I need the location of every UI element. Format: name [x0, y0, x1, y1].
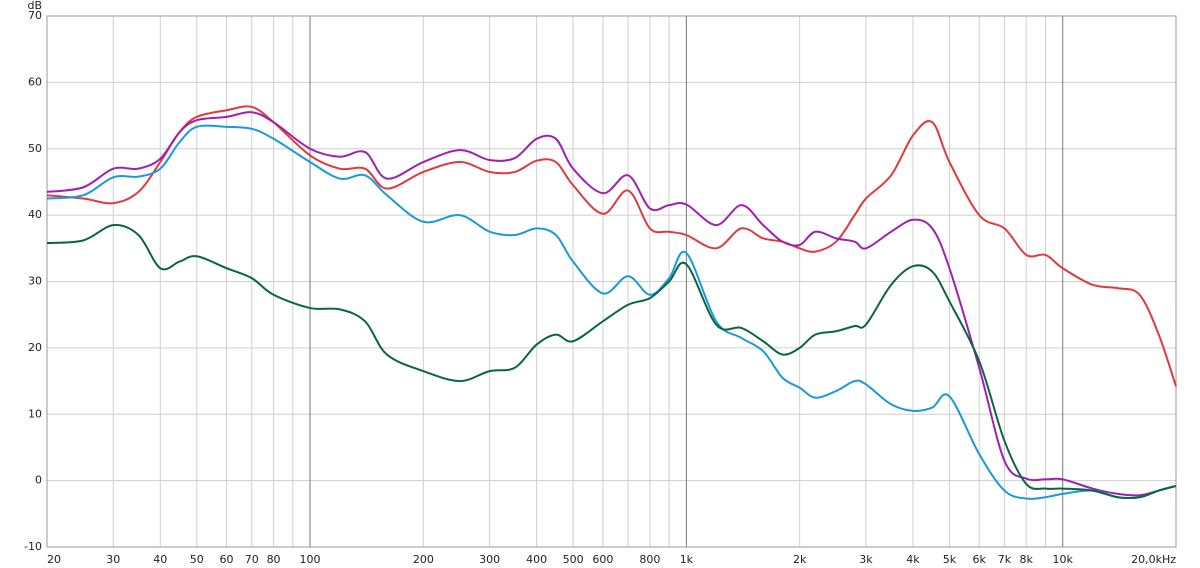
y-tick-label: 0 [35, 474, 42, 487]
x-tick-label: 500 [563, 553, 584, 566]
x-tick-label: 800 [639, 553, 660, 566]
x-tick-label: 20,0kHz [1131, 553, 1176, 566]
x-tick-label: 4k [906, 553, 920, 566]
x-tick-label: 8k [1020, 553, 1034, 566]
x-tick-label: 40 [153, 553, 167, 566]
y-tick-label: -10 [24, 540, 42, 553]
x-tick-label: 60 [220, 553, 234, 566]
plot-border [46, 15, 1177, 548]
response-curve [46, 124, 1177, 500]
y-tick-label: 60 [28, 75, 42, 88]
x-tick-label: 200 [413, 553, 434, 566]
y-tick-label: 40 [28, 208, 42, 221]
x-tick-label: 10k [1053, 553, 1074, 566]
y-tick-label: 30 [28, 275, 42, 288]
y-axis-label: dB [27, 0, 42, 12]
x-tick-label: 3k [859, 553, 873, 566]
y-tick-label: 70 [28, 9, 42, 22]
x-tick-label: 7k [998, 553, 1012, 566]
x-tick-label: 2k [793, 553, 807, 566]
response-curve [46, 105, 1177, 387]
x-tick-label: 300 [479, 553, 500, 566]
x-tick-label: 5k [943, 553, 957, 566]
y-tick-label: 20 [28, 341, 42, 354]
x-tick-label: 100 [300, 553, 321, 566]
x-tick-label: 1k [680, 553, 694, 566]
x-tick-label: 30 [106, 553, 120, 566]
response-curve [46, 223, 1177, 500]
y-tick-label: 50 [28, 142, 42, 155]
x-tick-label: 80 [267, 553, 281, 566]
x-tick-label: 50 [190, 553, 204, 566]
response-curve [46, 111, 1177, 497]
x-tick-label: 6k [973, 553, 987, 566]
y-tick-label: 10 [28, 407, 42, 420]
x-tick-label: 400 [526, 553, 547, 566]
x-tick-label: 70 [245, 553, 259, 566]
x-tick-label: 600 [592, 553, 613, 566]
x-tick-label: 20 [47, 553, 61, 566]
